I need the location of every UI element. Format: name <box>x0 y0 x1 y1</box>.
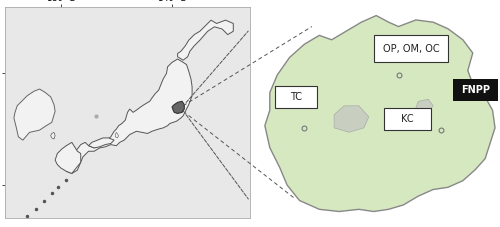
Polygon shape <box>334 106 369 132</box>
Bar <box>384 108 430 130</box>
Polygon shape <box>66 59 192 173</box>
Text: KC: KC <box>401 114 413 124</box>
Polygon shape <box>172 101 184 114</box>
Polygon shape <box>14 89 55 140</box>
Text: FNPP: FNPP <box>460 85 490 95</box>
Polygon shape <box>88 138 114 148</box>
Polygon shape <box>178 20 234 60</box>
Text: TC: TC <box>290 92 302 102</box>
Bar <box>374 35 448 62</box>
Bar <box>275 86 317 108</box>
Text: OP, OM, OC: OP, OM, OC <box>382 44 439 54</box>
Polygon shape <box>55 142 80 173</box>
Polygon shape <box>265 15 495 212</box>
Polygon shape <box>416 99 433 112</box>
Polygon shape <box>50 132 55 139</box>
Polygon shape <box>116 132 118 138</box>
Bar <box>453 79 498 101</box>
